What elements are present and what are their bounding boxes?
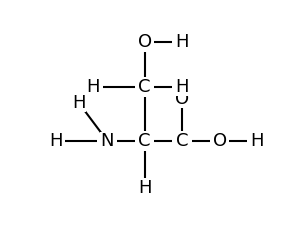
Text: C: C	[176, 132, 188, 150]
Text: O: O	[213, 132, 227, 150]
Text: C: C	[138, 78, 151, 96]
Text: H: H	[250, 132, 264, 150]
Text: H: H	[86, 78, 100, 96]
Text: C: C	[138, 132, 151, 150]
Text: H: H	[175, 78, 189, 96]
Text: O: O	[138, 33, 152, 51]
Text: H: H	[138, 179, 151, 197]
Text: H: H	[72, 94, 86, 112]
Text: H: H	[175, 33, 189, 51]
Text: N: N	[100, 132, 114, 150]
Text: H: H	[49, 132, 62, 150]
Text: O: O	[175, 90, 189, 108]
